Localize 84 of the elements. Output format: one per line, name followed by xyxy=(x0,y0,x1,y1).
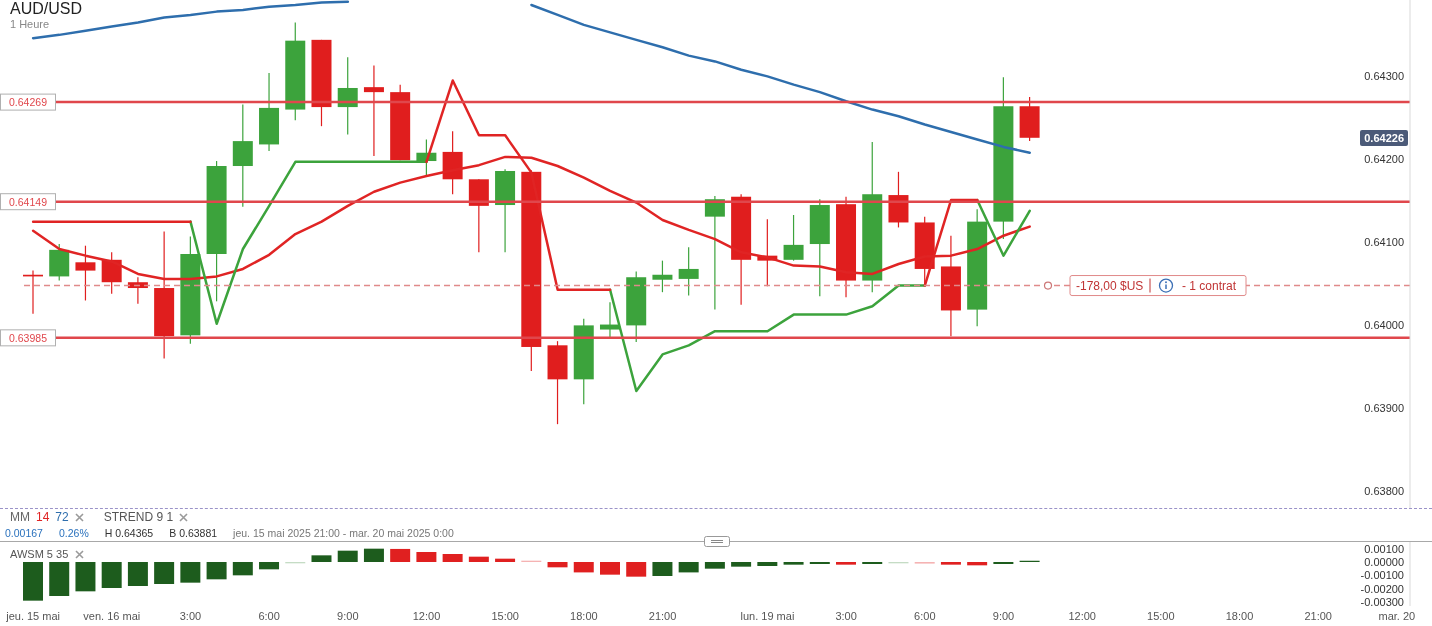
x-tick-label: jeu. 15 mai xyxy=(5,609,61,622)
bar xyxy=(337,550,358,562)
x-tick-label: mar. 20 xyxy=(1378,609,1416,622)
text: 14 xyxy=(36,510,50,524)
bar xyxy=(49,562,70,596)
annotation: 0.64226 xyxy=(1364,131,1404,144)
y-tick-label: 0.64100 xyxy=(1364,236,1404,249)
bar xyxy=(390,548,411,562)
x-tick-label: 12:00 xyxy=(412,609,441,622)
bar xyxy=(101,562,122,588)
bar xyxy=(468,556,489,562)
ref-line-label: 0.64269 xyxy=(9,96,48,109)
y-tick-label: 0.63800 xyxy=(1364,485,1404,498)
x-tick-label: 21:00 xyxy=(1304,609,1332,622)
bar xyxy=(599,562,620,575)
y-tick-label: 0.00100 xyxy=(1364,542,1404,555)
x-tick-label: lun. 19 mai xyxy=(740,609,795,622)
y-tick-label: -0.00100 xyxy=(1360,569,1404,582)
bar xyxy=(940,562,961,565)
candlestick xyxy=(678,246,699,297)
y-tick-label: -0.00300 xyxy=(1360,596,1404,608)
bar xyxy=(783,562,804,565)
legend-title: MM xyxy=(10,510,30,524)
bar xyxy=(442,554,463,562)
bar xyxy=(495,558,516,562)
bar xyxy=(704,562,725,569)
x-tick-label: 18:00 xyxy=(1225,609,1254,622)
text: H 0.64365 xyxy=(104,527,154,540)
text: B 0.63881 xyxy=(169,527,218,540)
bar xyxy=(127,562,148,586)
bar xyxy=(206,562,227,580)
bar xyxy=(154,562,175,584)
annotation: - 1 contrat xyxy=(1182,278,1237,293)
bar xyxy=(180,562,201,583)
bar xyxy=(311,555,332,562)
text: AWSM 5 35 xyxy=(10,548,69,560)
text: 0.26% xyxy=(58,527,89,540)
ref-line-label: 0.63985 xyxy=(9,331,48,344)
bar xyxy=(75,562,96,592)
bar xyxy=(967,562,988,566)
chart-title: AUD/USD xyxy=(10,0,83,18)
text: 1 Heure xyxy=(10,18,50,30)
x-tick-label: 21:00 xyxy=(648,609,677,622)
x-tick-label: 9:00 xyxy=(992,609,1015,622)
y-tick-label: 0.64000 xyxy=(1364,319,1404,332)
bar xyxy=(232,562,253,576)
bar xyxy=(23,562,43,601)
bar xyxy=(678,562,699,573)
bar xyxy=(547,562,568,568)
y-tick-label: -0.00200 xyxy=(1360,582,1404,595)
candlestick xyxy=(599,301,620,338)
bar xyxy=(626,562,647,577)
x-tick-label: 18:00 xyxy=(570,609,598,622)
bar xyxy=(259,562,280,570)
text: STREND 9 1 xyxy=(103,510,174,524)
text: 72 xyxy=(55,510,69,524)
bar xyxy=(573,562,594,573)
candlestick xyxy=(783,214,804,262)
text: jeu. 15 mai 2025 21:00 - mar. 20 mai 2025 0:00 xyxy=(233,527,454,540)
x-tick-label: ven. 16 mai xyxy=(83,609,141,622)
bar xyxy=(416,552,437,562)
bar xyxy=(363,548,384,562)
ref-line-label: -178,00 $US xyxy=(1076,278,1144,293)
x-tick-label: 15:00 xyxy=(491,609,519,622)
x-tick-label: 6:00 xyxy=(914,609,936,622)
candlestick xyxy=(363,64,384,157)
x-tick-label: 3:00 xyxy=(179,609,202,622)
y-tick-label: 0.64200 xyxy=(1364,153,1404,166)
x-tick-label: 3:00 xyxy=(835,609,857,622)
x-tick-label: 6:00 xyxy=(258,609,280,622)
bar xyxy=(731,562,752,567)
bar xyxy=(757,562,778,566)
bar xyxy=(652,562,673,576)
y-tick-label: 0.63900 xyxy=(1364,402,1404,415)
x-tick-label: 12:00 xyxy=(1068,609,1096,622)
y-tick-label: 0.64300 xyxy=(1364,70,1404,83)
x-tick-label: 15:00 xyxy=(1147,609,1175,622)
bar xyxy=(836,562,857,565)
ref-line-label: 0.64149 xyxy=(9,195,48,208)
candlestick xyxy=(127,276,148,305)
candlestick xyxy=(652,260,673,293)
x-tick-label: 9:00 xyxy=(337,609,359,622)
text: 0.00167 xyxy=(5,527,43,540)
y-tick-label: 0.00000 xyxy=(1364,556,1404,568)
